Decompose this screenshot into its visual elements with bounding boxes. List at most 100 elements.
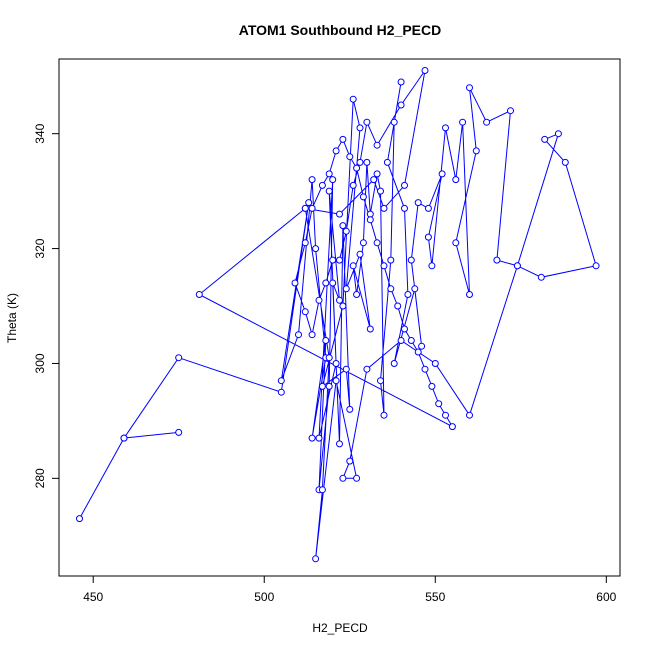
data-point — [332, 377, 340, 385]
data-point — [342, 365, 350, 373]
data-point — [315, 296, 323, 304]
data-point — [342, 285, 350, 293]
data-point — [359, 193, 367, 201]
data-point — [308, 176, 316, 184]
data-point — [325, 382, 333, 390]
data-point — [339, 302, 347, 310]
data-point — [383, 158, 391, 166]
data-point — [336, 296, 343, 304]
data-point — [513, 262, 521, 270]
data-point — [373, 170, 381, 178]
x-axis: 450 500 550 600 — [83, 576, 617, 604]
data-point — [363, 118, 371, 126]
data-point — [301, 204, 309, 212]
data-point — [175, 354, 183, 362]
data-point — [308, 331, 316, 339]
data-point — [452, 176, 460, 184]
data-point — [472, 147, 480, 155]
y-tick-label: 280 — [33, 468, 47, 488]
x-tick-label: 600 — [596, 590, 616, 604]
data-point — [175, 428, 183, 436]
data-point — [312, 555, 320, 563]
data-point — [329, 176, 337, 184]
data-point — [380, 204, 388, 212]
data-point — [401, 325, 408, 333]
data-point — [363, 365, 371, 373]
data-point — [346, 457, 354, 465]
data-point — [349, 181, 357, 189]
data-point — [318, 382, 326, 390]
x-tick-label: 500 — [254, 590, 274, 604]
data-point — [366, 210, 374, 218]
data-point — [459, 118, 467, 126]
x-tick-label: 450 — [83, 590, 103, 604]
data-point — [561, 158, 569, 166]
data-point — [301, 239, 309, 247]
data-point — [120, 434, 128, 442]
data-point — [353, 291, 361, 298]
data-point — [318, 181, 326, 189]
data-point — [359, 239, 367, 247]
data-point — [366, 325, 374, 333]
data-point — [483, 118, 491, 126]
data-point — [329, 279, 337, 287]
data-point — [76, 515, 83, 523]
data-point — [421, 67, 429, 74]
data-point — [325, 354, 333, 362]
data-point — [394, 302, 402, 310]
data-point — [322, 279, 330, 287]
data-point — [397, 101, 405, 109]
data-point — [592, 262, 600, 270]
data-point — [448, 423, 456, 431]
data-point — [438, 170, 446, 178]
data-point — [308, 204, 316, 212]
data-point — [353, 474, 361, 482]
data-point — [401, 204, 408, 212]
data-point — [336, 256, 343, 264]
data-point — [339, 222, 347, 230]
data-point — [431, 360, 439, 367]
plot-frame — [58, 58, 621, 577]
data-point — [277, 377, 285, 385]
data-point — [507, 107, 514, 115]
data-point — [318, 486, 326, 494]
data-point — [452, 239, 460, 247]
data-point — [315, 434, 323, 442]
y-axis-label: Theta (K) — [5, 293, 19, 343]
data-point — [332, 147, 340, 155]
data-point — [373, 141, 381, 149]
data-point — [349, 262, 357, 270]
data-point — [428, 262, 436, 270]
data-point — [428, 382, 436, 390]
data-point — [349, 95, 357, 103]
data-point — [301, 308, 309, 316]
data-point — [336, 440, 343, 448]
x-axis-label: H2_PECD — [312, 621, 368, 635]
data-point — [370, 176, 378, 184]
data-point — [397, 78, 405, 86]
data-point — [390, 360, 398, 367]
data-point — [397, 337, 405, 344]
data-point — [312, 245, 320, 253]
data-point — [421, 365, 429, 373]
data-point — [466, 291, 473, 298]
series-line — [79, 70, 597, 559]
data-point — [466, 411, 473, 419]
data-point — [373, 239, 381, 247]
data-point — [332, 360, 340, 367]
data-point — [390, 118, 398, 126]
data-point — [356, 250, 364, 258]
x-tick-label: 550 — [425, 590, 445, 604]
data-point — [411, 285, 419, 293]
data-point — [424, 233, 432, 241]
data-point — [356, 124, 364, 132]
data-point — [537, 273, 545, 281]
data-point — [322, 337, 330, 344]
data-point — [554, 130, 562, 138]
data-point — [277, 388, 285, 396]
data-point — [356, 158, 364, 166]
data-point — [363, 158, 371, 166]
data-point — [291, 279, 299, 287]
data-point — [353, 164, 361, 172]
